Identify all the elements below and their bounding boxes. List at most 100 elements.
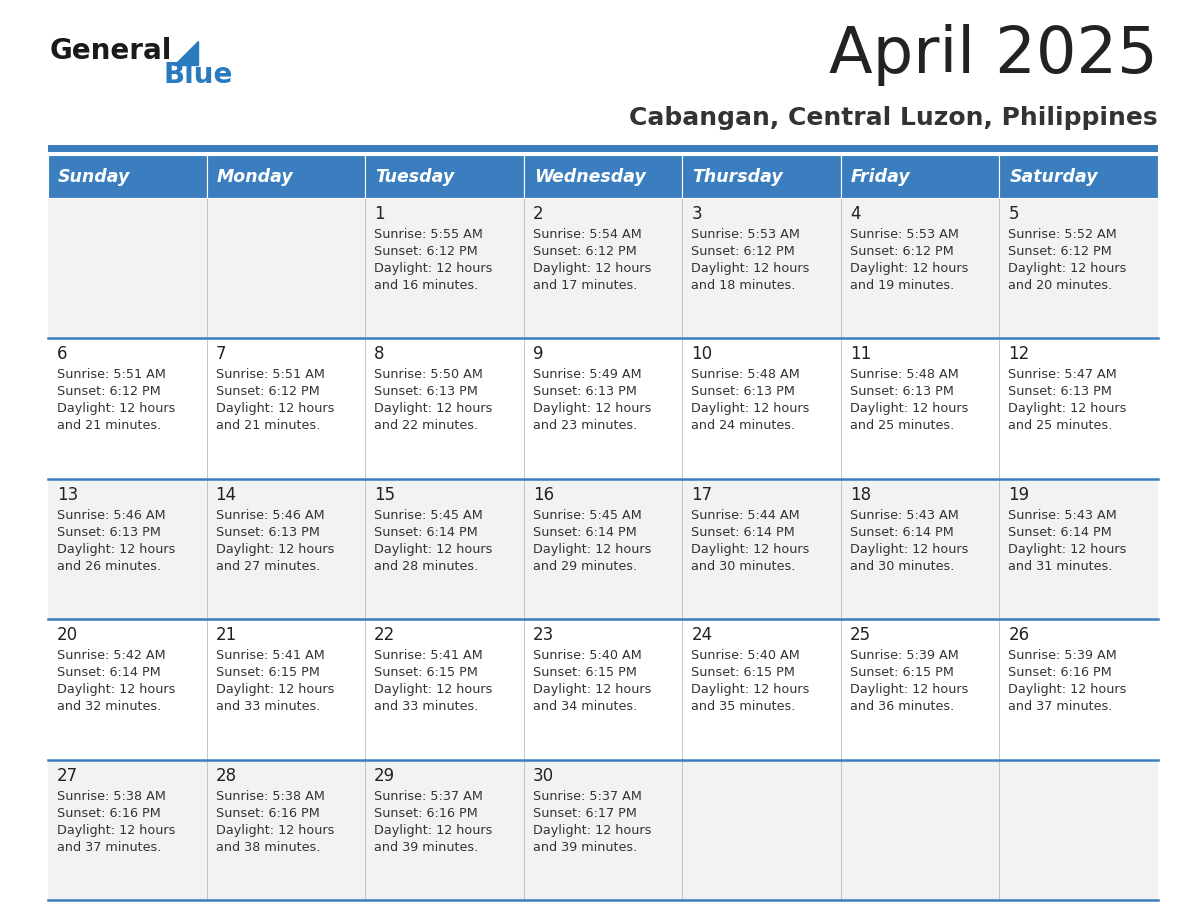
Text: 19: 19 [1009,486,1030,504]
Text: Daylight: 12 hours: Daylight: 12 hours [215,823,334,836]
Text: Sunrise: 5:39 AM: Sunrise: 5:39 AM [849,649,959,662]
Text: Sunset: 6:16 PM: Sunset: 6:16 PM [57,807,160,820]
Bar [48,479,1158,620]
Text: Sunset: 6:15 PM: Sunset: 6:15 PM [374,666,478,679]
Text: Sunrise: 5:45 AM: Sunrise: 5:45 AM [532,509,642,521]
Text: and 32 minutes.: and 32 minutes. [57,700,162,713]
Text: Sunset: 6:16 PM: Sunset: 6:16 PM [215,807,320,820]
Text: and 26 minutes.: and 26 minutes. [57,560,162,573]
Text: Sunrise: 5:43 AM: Sunrise: 5:43 AM [1009,509,1117,521]
Text: Sunset: 6:14 PM: Sunset: 6:14 PM [532,526,637,539]
Bar [999,155,1158,198]
Text: Sunset: 6:13 PM: Sunset: 6:13 PM [532,386,637,398]
Text: Daylight: 12 hours: Daylight: 12 hours [374,262,493,275]
Text: 18: 18 [849,486,871,504]
Polygon shape [173,41,198,65]
Text: and 39 minutes.: and 39 minutes. [532,841,637,854]
Bar [524,155,682,198]
Text: Sunrise: 5:55 AM: Sunrise: 5:55 AM [374,228,484,241]
Text: 26: 26 [1009,626,1030,644]
Text: 29: 29 [374,767,396,785]
Bar [207,155,365,198]
Text: 8: 8 [374,345,385,364]
Text: Sunrise: 5:41 AM: Sunrise: 5:41 AM [374,649,482,662]
Text: Daylight: 12 hours: Daylight: 12 hours [57,402,176,416]
Text: Daylight: 12 hours: Daylight: 12 hours [691,543,810,555]
Text: Sunrise: 5:38 AM: Sunrise: 5:38 AM [215,789,324,802]
Text: and 21 minutes.: and 21 minutes. [215,420,320,432]
Text: General: General [50,37,172,65]
Text: Daylight: 12 hours: Daylight: 12 hours [849,402,968,416]
Text: Sunrise: 5:48 AM: Sunrise: 5:48 AM [849,368,959,381]
Text: and 21 minutes.: and 21 minutes. [57,420,162,432]
Text: Daylight: 12 hours: Daylight: 12 hours [57,683,176,696]
Text: Sunset: 6:14 PM: Sunset: 6:14 PM [849,526,954,539]
Text: Daylight: 12 hours: Daylight: 12 hours [1009,402,1126,416]
Text: Sunset: 6:12 PM: Sunset: 6:12 PM [532,245,637,258]
Text: 20: 20 [57,626,78,644]
Text: Sunrise: 5:53 AM: Sunrise: 5:53 AM [849,228,959,241]
Text: 14: 14 [215,486,236,504]
Text: 21: 21 [215,626,236,644]
Text: Sunset: 6:12 PM: Sunset: 6:12 PM [849,245,954,258]
Text: Daylight: 12 hours: Daylight: 12 hours [691,402,810,416]
Bar [48,759,1158,900]
Text: 24: 24 [691,626,713,644]
Text: Sunrise: 5:40 AM: Sunrise: 5:40 AM [691,649,800,662]
Text: Daylight: 12 hours: Daylight: 12 hours [691,683,810,696]
Text: 1: 1 [374,205,385,223]
Text: Daylight: 12 hours: Daylight: 12 hours [849,543,968,555]
Text: 12: 12 [1009,345,1030,364]
Text: 16: 16 [532,486,554,504]
Text: and 31 minutes.: and 31 minutes. [1009,560,1113,573]
Text: and 36 minutes.: and 36 minutes. [849,700,954,713]
Text: Sunrise: 5:50 AM: Sunrise: 5:50 AM [374,368,484,381]
Text: 4: 4 [849,205,860,223]
Text: 6: 6 [57,345,68,364]
Text: Daylight: 12 hours: Daylight: 12 hours [374,402,493,416]
Text: Daylight: 12 hours: Daylight: 12 hours [215,402,334,416]
Text: Sunset: 6:12 PM: Sunset: 6:12 PM [374,245,478,258]
Text: and 30 minutes.: and 30 minutes. [849,560,954,573]
Text: and 17 minutes.: and 17 minutes. [532,279,637,292]
Text: Sunset: 6:12 PM: Sunset: 6:12 PM [215,386,320,398]
Text: and 33 minutes.: and 33 minutes. [215,700,320,713]
Text: Sunset: 6:14 PM: Sunset: 6:14 PM [57,666,160,679]
Text: Sunset: 6:13 PM: Sunset: 6:13 PM [374,386,478,398]
Text: and 20 minutes.: and 20 minutes. [1009,279,1113,292]
Text: and 29 minutes.: and 29 minutes. [532,560,637,573]
Text: Daylight: 12 hours: Daylight: 12 hours [849,262,968,275]
Bar [48,620,1158,759]
Text: 27: 27 [57,767,78,785]
Text: and 23 minutes.: and 23 minutes. [532,420,637,432]
Text: Daylight: 12 hours: Daylight: 12 hours [691,262,810,275]
Text: Sunset: 6:15 PM: Sunset: 6:15 PM [691,666,795,679]
Text: 9: 9 [532,345,543,364]
Text: Daylight: 12 hours: Daylight: 12 hours [374,683,493,696]
Text: and 25 minutes.: and 25 minutes. [1009,420,1113,432]
Text: Tuesday: Tuesday [375,167,454,185]
Text: 3: 3 [691,205,702,223]
Text: and 25 minutes.: and 25 minutes. [849,420,954,432]
Text: Sunrise: 5:43 AM: Sunrise: 5:43 AM [849,509,959,521]
Text: April 2025: April 2025 [829,24,1158,86]
Text: Sunday: Sunday [58,167,131,185]
Text: Sunset: 6:17 PM: Sunset: 6:17 PM [532,807,637,820]
Text: 30: 30 [532,767,554,785]
Text: Sunrise: 5:48 AM: Sunrise: 5:48 AM [691,368,800,381]
Text: Sunset: 6:14 PM: Sunset: 6:14 PM [1009,526,1112,539]
Text: Sunrise: 5:47 AM: Sunrise: 5:47 AM [1009,368,1117,381]
Text: Sunset: 6:15 PM: Sunset: 6:15 PM [215,666,320,679]
Text: Thursday: Thursday [693,167,783,185]
Text: 22: 22 [374,626,396,644]
Text: Sunrise: 5:52 AM: Sunrise: 5:52 AM [1009,228,1117,241]
Text: Sunset: 6:13 PM: Sunset: 6:13 PM [691,386,795,398]
Text: and 24 minutes.: and 24 minutes. [691,420,796,432]
Text: and 33 minutes.: and 33 minutes. [374,700,479,713]
Text: 28: 28 [215,767,236,785]
Bar [365,155,524,198]
Text: and 27 minutes.: and 27 minutes. [215,560,320,573]
Text: Sunset: 6:14 PM: Sunset: 6:14 PM [691,526,795,539]
Text: 13: 13 [57,486,78,504]
Text: 17: 17 [691,486,713,504]
